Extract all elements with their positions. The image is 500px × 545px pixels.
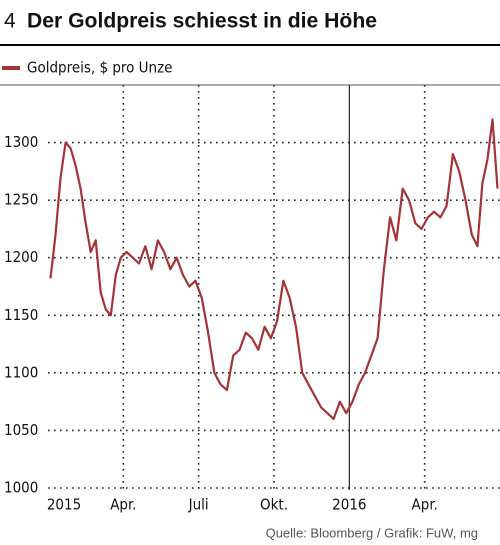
legend-label: Goldpreis, $ pro Unze [27,59,173,77]
y-tick-label: 1300 [4,133,38,151]
chart-title: Der Goldpreis schiesst in die Höhe [27,10,377,33]
x-tick-label: 2015 [47,496,81,514]
y-tick-label: 1000 [4,479,38,497]
y-tick-label: 1150 [4,306,38,324]
x-tick-label: Okt. [260,496,288,514]
y-tick-label: 1100 [4,363,38,381]
chart-number: 4 [4,10,16,33]
y-tick-label: 1200 [4,248,38,266]
y-tick-label: 1250 [4,191,38,209]
x-tick-label: 2016 [332,496,366,514]
price-line [49,118,499,420]
x-tick-label: Apr. [412,496,438,514]
x-tick-label: Apr. [110,496,136,514]
source: Quelle: Bloomberg / Grafik: FuW, mg [266,525,478,540]
y-tick-label: 1050 [4,421,38,439]
x-tick-label: Juli [188,496,209,514]
